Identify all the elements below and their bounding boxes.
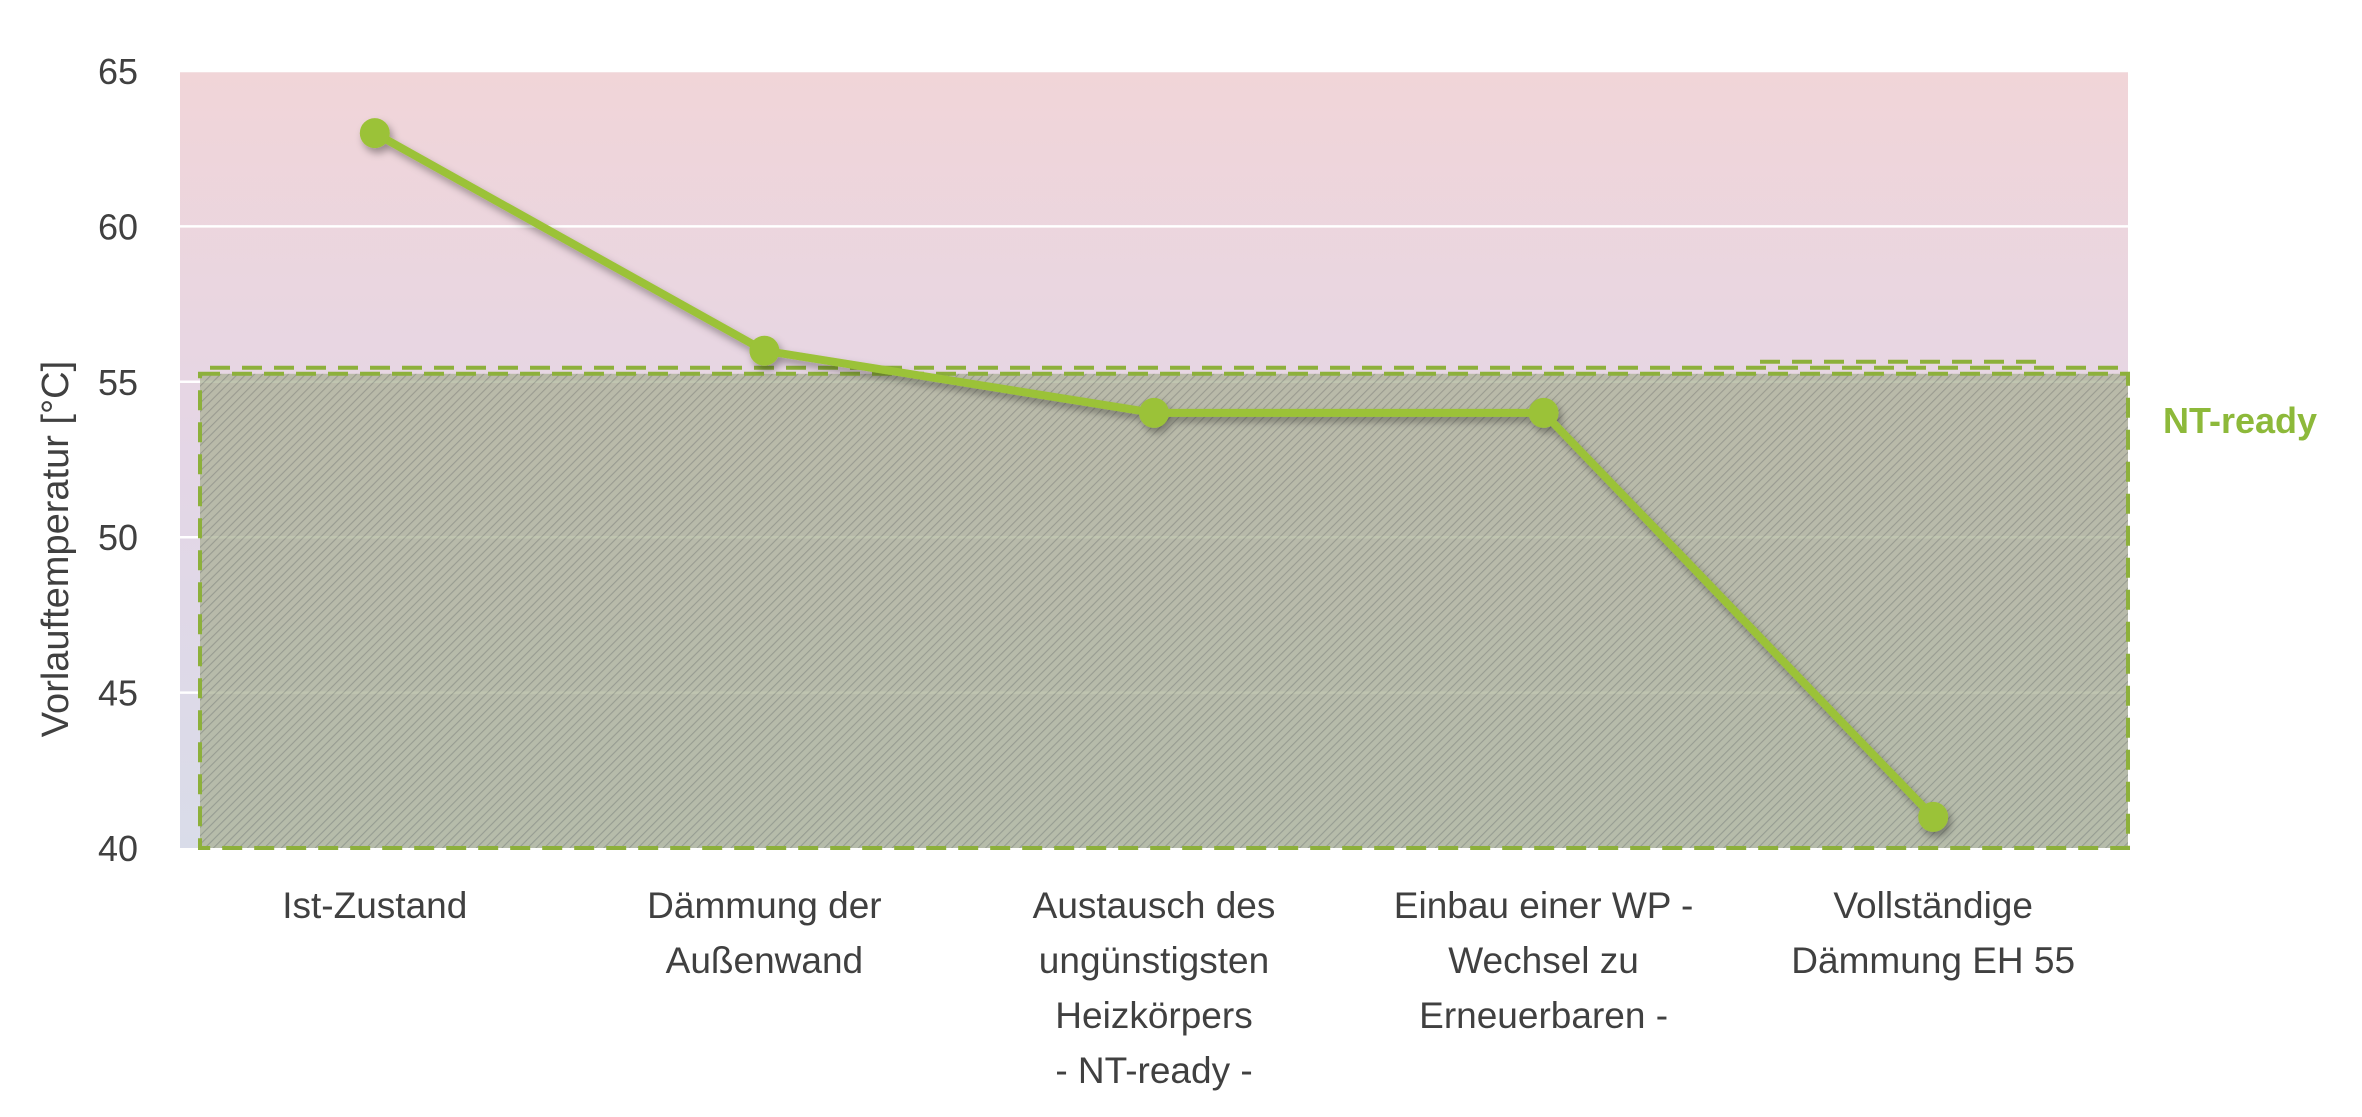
y-tick-label: 40: [98, 828, 138, 869]
y-axis: 40 45 50 55 60 65: [98, 51, 138, 869]
x-tick-label-line: - NT-ready -: [1055, 1050, 1252, 1091]
data-point: [1528, 397, 1559, 428]
x-tick-label-line: Wechsel zu: [1448, 940, 1639, 981]
x-tick-label-line: Ist-Zustand: [282, 885, 467, 926]
x-tick-label: Ist-Zustand: [282, 885, 467, 926]
zone-label-nt-ready: NT-ready: [2163, 400, 2317, 441]
x-tick-label-line: Erneuerbaren -: [1419, 995, 1668, 1036]
series-temperature: [359, 118, 1949, 832]
x-tick-label: Dämmung der Außenwand: [647, 885, 881, 981]
x-tick-label: Vollständige Dämmung EH 55: [1791, 885, 2075, 981]
data-point: [1139, 397, 1169, 428]
x-tick-label-line: Dämmung der: [647, 885, 881, 926]
nt-ready-zone-top-dash: [210, 359, 2118, 370]
y-tick-label: 60: [98, 206, 138, 247]
y-tick-label: 45: [98, 673, 138, 714]
x-tick-label: Einbau einer WP - Wechsel zu Erneuerbaren …: [1394, 885, 1694, 1036]
x-axis: Ist-Zustand Dämmung der Außenwand Austausch…: [282, 885, 2075, 1091]
nt-ready-zone: [198, 371, 2130, 850]
data-point: [749, 335, 780, 366]
x-tick-label-line: Heizkörpers: [1055, 995, 1252, 1036]
y-tick-label: 50: [98, 517, 138, 558]
data-point: [1918, 801, 1949, 832]
x-tick-label-line: Vollständige: [1833, 885, 2033, 926]
y-tick-label: 65: [98, 51, 138, 92]
x-tick-label-line: ungünstigsten: [1039, 940, 1269, 981]
y-axis-title: Vorlauftemperatur [°C]: [35, 361, 77, 737]
y-tick-label: 55: [98, 362, 138, 403]
x-tick-label: Austausch des ungünstigsten Heizkörpers - N…: [1033, 885, 1276, 1091]
x-tick-label-line: Einbau einer WP -: [1394, 885, 1694, 926]
data-point: [359, 118, 390, 149]
x-tick-label-line: Außenwand: [666, 940, 863, 981]
x-tick-label-line: Dämmung EH 55: [1791, 940, 2075, 981]
x-tick-label-line: Austausch des: [1033, 885, 1276, 926]
